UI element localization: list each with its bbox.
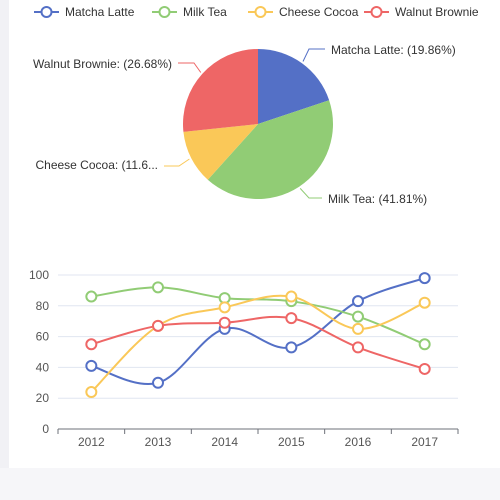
series-line-cheese-cocoa [90, 294, 426, 393]
series-line-milk-tea [91, 286, 426, 346]
data-point-walnut-brownie[interactable] [85, 338, 98, 351]
legend-item-milk-tea[interactable]: Milk Tea [152, 5, 227, 19]
data-point-walnut-brownie[interactable] [218, 316, 231, 329]
legend-item-matcha-latte[interactable]: Matcha Latte [34, 5, 135, 19]
x-tick-label: 2013 [145, 435, 172, 449]
pie-label-matcha-latte: Matcha Latte: (19.86%) [331, 43, 456, 57]
y-tick-label: 60 [36, 330, 50, 344]
legend-marker-icon [40, 6, 53, 18]
pie-label-line [299, 188, 322, 199]
series-line-matcha-latte [91, 277, 425, 386]
legend-item-walnut-brownie[interactable]: Walnut Brownie [364, 5, 479, 19]
pie-label-walnut-brownie: Walnut Brownie: (26.68%) [33, 57, 172, 71]
legend-label: Walnut Brownie [395, 5, 479, 19]
legend-marker-icon [158, 6, 171, 18]
legend-marker-icon [254, 6, 267, 18]
bottom-panel [0, 468, 500, 500]
pie-slice-walnut-brownie[interactable] [183, 49, 258, 132]
legend-item-cheese-cocoa[interactable]: Cheese Cocoa [248, 5, 359, 19]
x-tick-label: 2016 [345, 435, 372, 449]
y-tick-label: 20 [36, 391, 50, 405]
data-point-milk-tea[interactable] [352, 310, 364, 323]
legend-label: Matcha Latte [65, 5, 135, 19]
data-point-matcha-latte[interactable] [152, 376, 164, 389]
data-point-milk-tea[interactable] [152, 281, 164, 294]
series-line-walnut-brownie [91, 315, 425, 370]
legend-label: Milk Tea [183, 5, 227, 19]
pie-slice-matcha-latte[interactable] [258, 49, 330, 124]
y-tick-label: 80 [36, 299, 50, 313]
data-point-cheese-cocoa[interactable] [85, 386, 98, 399]
y-tick-label: 100 [29, 268, 49, 282]
pie-label-line [164, 158, 190, 167]
x-tick-label: 2017 [411, 435, 438, 449]
data-point-milk-tea[interactable] [418, 338, 431, 351]
y-tick-label: 0 [42, 422, 49, 436]
data-point-matcha-latte[interactable] [352, 295, 364, 308]
pie-label-milk-tea: Milk Tea: (41.81%) [328, 192, 427, 206]
x-tick-label: 2015 [278, 435, 305, 449]
line-chart: 0 20 40 60 80 100 2012 2013 2014 2015 2016 2017 [29, 268, 459, 449]
legend-marker-icon [370, 6, 383, 18]
pie-label-line [178, 62, 202, 73]
legend: Matcha Latte Milk Tea Cheese Cocoa Walnut B… [34, 5, 479, 19]
data-point-walnut-brownie[interactable] [285, 312, 298, 325]
data-point-matcha-latte[interactable] [285, 341, 298, 354]
data-point-walnut-brownie[interactable] [418, 362, 431, 375]
data-point-milk-tea[interactable] [85, 290, 98, 303]
pie-slice-milk-tea[interactable] [207, 100, 333, 200]
data-point-matcha-latte[interactable] [85, 359, 98, 372]
x-tick-label: 2014 [211, 435, 238, 449]
pie-slice-cheese-cocoa[interactable] [183, 124, 258, 180]
data-point-cheese-cocoa[interactable] [418, 296, 431, 309]
y-tick-label: 40 [36, 360, 50, 374]
data-point-cheese-cocoa[interactable] [352, 322, 364, 335]
left-panel-edge [0, 0, 9, 500]
pie-label-cheese-cocoa: Cheese Cocoa: (11.6... [35, 158, 158, 172]
data-point-cheese-cocoa[interactable] [285, 290, 298, 303]
legend-label: Cheese Cocoa [279, 5, 359, 19]
data-point-cheese-cocoa[interactable] [218, 301, 231, 314]
pie-label-line [302, 48, 325, 62]
data-point-walnut-brownie[interactable] [152, 319, 164, 332]
x-tick-label: 2012 [78, 435, 105, 449]
data-point-matcha-latte[interactable] [418, 272, 431, 285]
pie-chart: Matcha Latte: (19.86%) Milk Tea: (41.81%)… [33, 43, 456, 206]
data-point-walnut-brownie[interactable] [352, 341, 364, 354]
